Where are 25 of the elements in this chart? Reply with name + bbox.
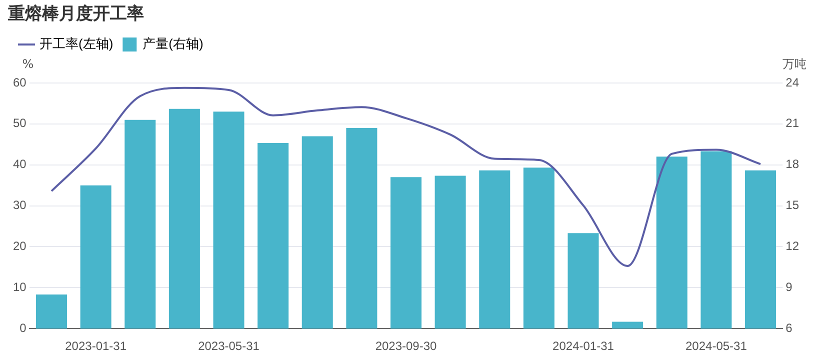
- x-tick-label: 2023-05-31: [198, 339, 260, 354]
- y2-tick-label: 15: [786, 198, 800, 212]
- line-series: [50, 86, 762, 267]
- y-tick-label: 10: [12, 280, 27, 294]
- x-tick-label: 2023-09-30: [375, 339, 438, 354]
- x-tick-label: 2024-05-31: [685, 339, 748, 354]
- y-tick-label: 0: [20, 320, 27, 335]
- y-tick-label: 50: [12, 116, 27, 130]
- y-tick-label: 60: [12, 75, 27, 90]
- y2-tick-label: 9: [786, 280, 793, 294]
- legend-label: 产量(右轴): [142, 36, 204, 52]
- y2-tick-label: 21: [786, 116, 800, 130]
- y2-tick-label: 12: [786, 239, 800, 254]
- y-tick-label: 30: [12, 198, 27, 212]
- y2-tick-label: 24: [786, 75, 800, 90]
- y-tick-label: 20: [12, 239, 27, 254]
- y2-tick-label: 18: [786, 157, 800, 172]
- x-tick-label: 2024-01-31: [552, 339, 614, 354]
- x-tick-label: 2023-01-31: [65, 339, 127, 354]
- chart-title: 重熔棒月度开工率: [8, 3, 144, 25]
- y-tick-label: 40: [12, 157, 27, 172]
- legend-label: 开工率(左轴): [40, 36, 114, 52]
- y-axis-title: %: [22, 57, 34, 72]
- y2-tick-label: 6: [786, 320, 793, 335]
- y2-axis-title: 万吨: [782, 57, 807, 72]
